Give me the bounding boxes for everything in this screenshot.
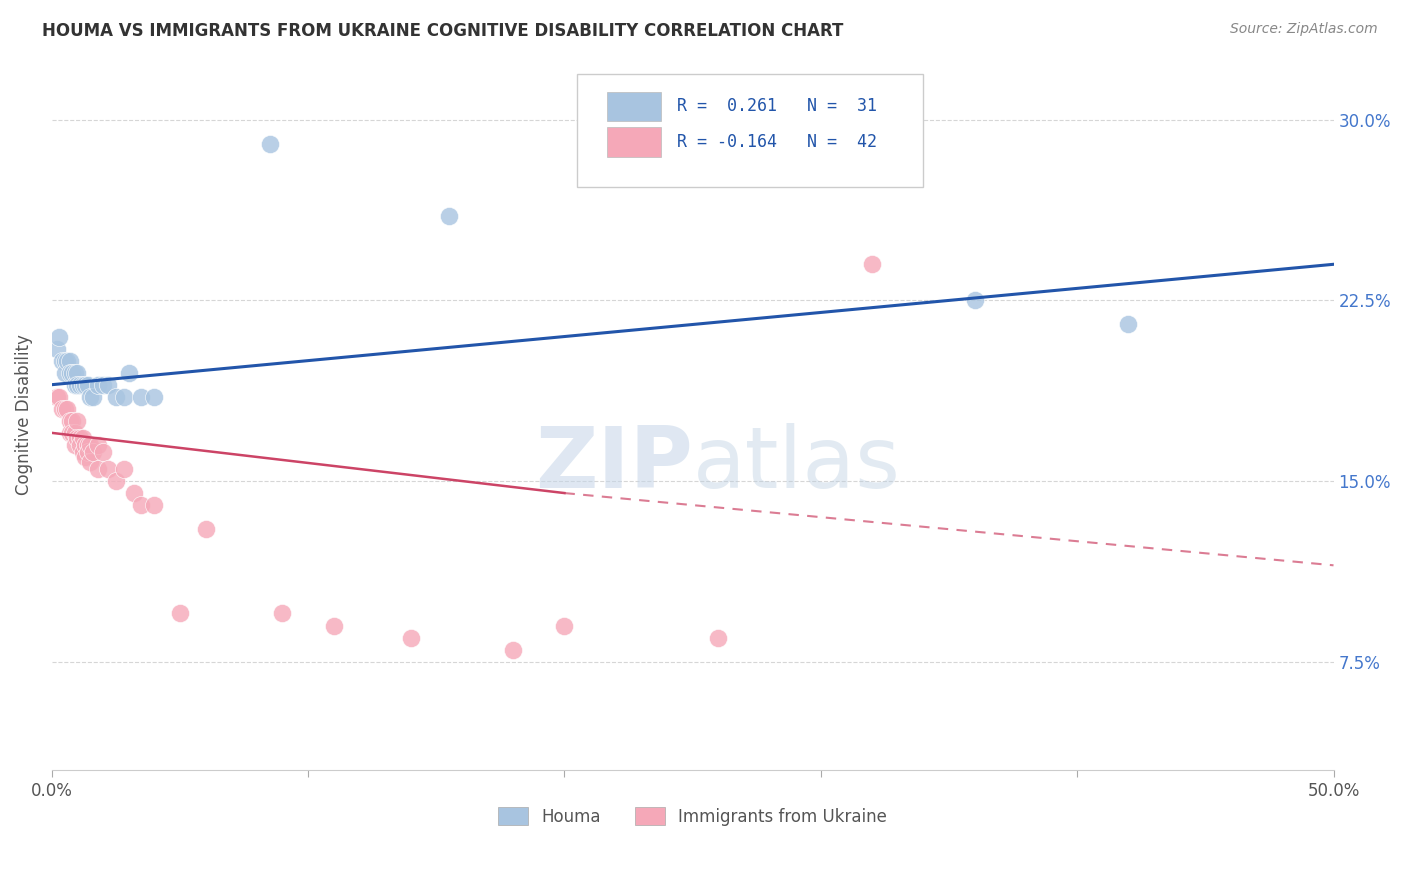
Point (75, 377, 97, 392)
Point (66, 414, 89, 428)
Point (194, 522, 217, 536)
Point (56, 353, 79, 368)
Point (69, 438, 91, 452)
Point (63, 377, 86, 392)
Point (48, 390, 70, 404)
FancyBboxPatch shape (578, 74, 924, 187)
Text: HOUMA VS IMMIGRANTS FROM UKRAINE COGNITIVE DISABILITY CORRELATION CHART: HOUMA VS IMMIGRANTS FROM UKRAINE COGNITI… (42, 22, 844, 40)
Point (63, 438, 86, 452)
Point (112, 462, 135, 476)
Point (75, 450, 97, 464)
Point (87, 462, 110, 476)
Point (271, 607, 294, 621)
Point (131, 498, 153, 512)
Point (53, 366, 76, 380)
Point (707, 631, 730, 645)
Point (51, 353, 73, 368)
Point (79, 455, 101, 469)
Point (143, 390, 166, 404)
Point (48, 329, 70, 343)
FancyBboxPatch shape (607, 92, 661, 121)
Point (82, 445, 104, 459)
Point (553, 618, 575, 632)
FancyBboxPatch shape (607, 127, 661, 157)
Point (53, 401, 76, 416)
Point (1118, 318, 1140, 332)
Point (91, 445, 114, 459)
Point (399, 631, 422, 645)
Point (66, 366, 89, 380)
Point (63, 366, 86, 380)
Point (112, 390, 135, 404)
Point (45, 342, 67, 356)
Point (82, 390, 104, 404)
Point (122, 486, 145, 500)
Point (79, 438, 101, 452)
Point (66, 431, 89, 445)
Point (63, 425, 86, 440)
Point (72, 431, 94, 445)
Point (118, 366, 141, 380)
Point (87, 377, 110, 392)
Point (437, 209, 460, 223)
Point (45, 390, 67, 404)
Point (963, 293, 986, 308)
Point (259, 136, 281, 151)
Text: R = -0.164   N =  42: R = -0.164 N = 42 (678, 133, 877, 151)
Point (76, 445, 98, 459)
Point (143, 498, 166, 512)
Point (60, 414, 83, 428)
Point (56, 401, 79, 416)
Point (97, 377, 120, 392)
Point (169, 607, 191, 621)
Point (76, 438, 98, 452)
Point (131, 390, 153, 404)
Point (104, 474, 127, 488)
Point (104, 390, 127, 404)
Point (75, 438, 97, 452)
Text: ZIP: ZIP (534, 423, 693, 506)
Y-axis label: Cognitive Disability: Cognitive Disability (15, 334, 32, 495)
Point (76, 377, 98, 392)
Point (59, 353, 82, 368)
Point (51, 401, 73, 416)
Point (69, 431, 91, 445)
Point (91, 377, 114, 392)
Point (87, 438, 110, 452)
Text: atlas: atlas (693, 423, 901, 506)
Point (59, 414, 82, 428)
Point (79, 390, 101, 404)
Point (502, 642, 524, 657)
Point (59, 366, 82, 380)
Point (72, 445, 94, 459)
Point (72, 377, 94, 392)
Text: R =  0.261   N =  31: R = 0.261 N = 31 (678, 97, 877, 115)
Point (53, 353, 76, 368)
Point (860, 257, 883, 271)
Point (59, 425, 82, 440)
Point (60, 425, 83, 440)
Point (60, 366, 83, 380)
Point (97, 462, 120, 476)
Point (69, 377, 91, 392)
Legend: Houma, Immigrants from Ukraine: Houma, Immigrants from Ukraine (499, 807, 887, 826)
Text: Source: ZipAtlas.com: Source: ZipAtlas.com (1230, 22, 1378, 37)
Point (66, 377, 89, 392)
Point (322, 618, 344, 632)
